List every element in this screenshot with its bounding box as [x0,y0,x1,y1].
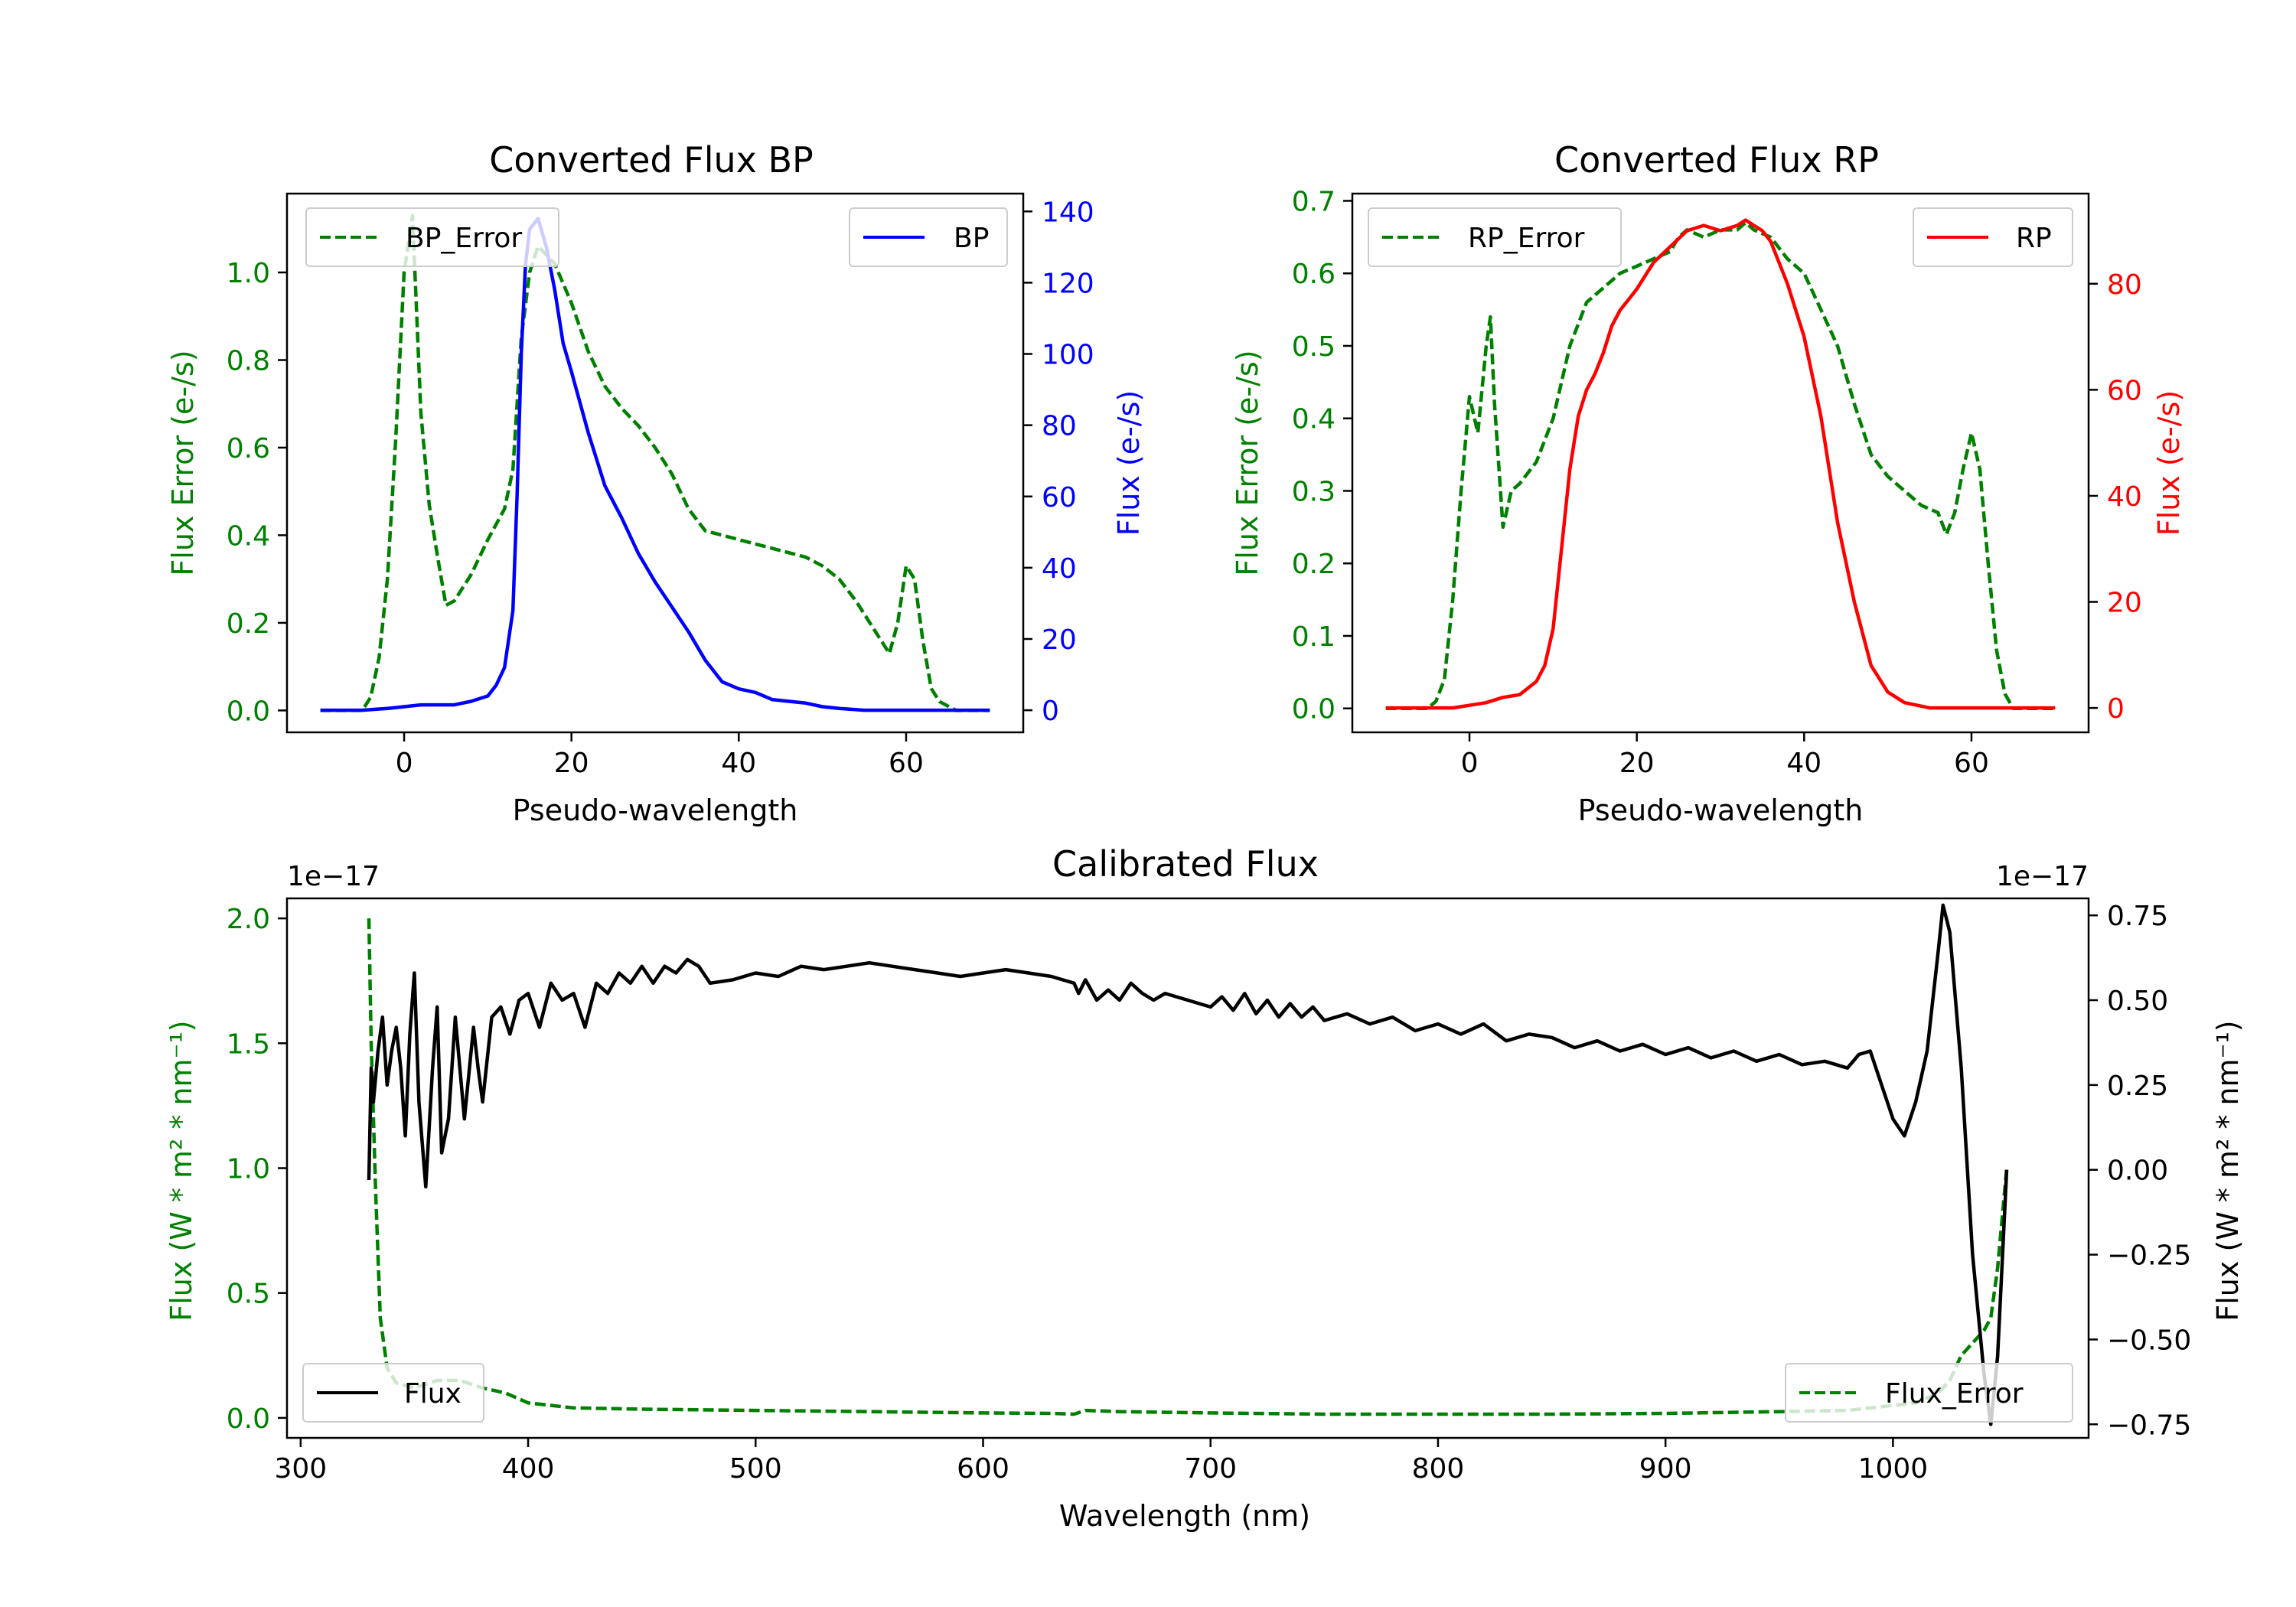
calibrated-xtick-label: 800 [1412,1453,1465,1485]
legend-bp: BP [954,223,989,254]
chart-bp-ylabel-right: Flux (e-/s) [1112,390,1146,536]
legend-rp-error: RP_Error [1468,223,1585,254]
calibrated-ytick-right-label: 0.75 [2107,901,2168,932]
calibrated-ytick-left-label: 0.0 [227,1403,270,1435]
chart-rp-title: Converted Flux RP [1554,139,1879,181]
chart-calibrated-ylabel-left: Flux (W * m² * nm⁻¹) [165,1020,198,1321]
legend-bp-error: BP_Error [406,223,522,254]
rp-ytick-right-label: 0 [2107,693,2125,725]
chart-calibrated: Calibrated Flux 1e−17 1e−17 300 400 500 600… [165,843,2245,1533]
rp-xtick-label: 40 [1786,748,1821,779]
bp-ytick-right-label: 120 [1042,268,1094,299]
calibrated-xtick-label: 400 [502,1453,555,1485]
chart-calibrated-ylabel-right: Flux (W * m² * nm⁻¹) [2211,1020,2245,1321]
chart-bp-title: Converted Flux BP [489,139,814,181]
bp-xtick-label: 0 [396,748,413,779]
bp-series-bp-line [320,217,990,712]
chart-rp-legend-left: RP_Error [1368,207,1622,267]
calibrated-xtick-label: 1000 [1858,1453,1929,1485]
bp-ytick-left-label: 0.0 [227,696,270,727]
legend-rp: RP [2016,223,2052,254]
chart-calibrated-offset-left: 1e−17 [287,861,380,892]
legend-flux: Flux [404,1378,461,1410]
chart-bp-frame [285,192,1025,734]
calibrated-ytick-right-label: −0.50 [2107,1325,2191,1356]
bp-xtick-label: 60 [889,748,924,779]
chart-rp-frame [1351,192,2090,734]
chart-rp: Converted Flux RP 0 20 40 60 0.0 0.1 0.2 0.3 0.4… [1231,139,2186,827]
chart-calibrated-xlabel: Wavelength (nm) [1059,1499,1310,1533]
calibrated-ytick-right-label: 0.25 [2107,1071,2168,1102]
rp-ytick-left-label: 0.2 [1292,549,1336,580]
chart-bp: Converted Flux BP 0 20 40 60 0.0 0.2 0.4 0.6 0.8… [166,139,1146,827]
chart-rp-ylabel-right: Flux (e-/s) [2152,390,2186,536]
rp-ytick-left-label: 0.6 [1292,259,1336,290]
rp-xtick-label: 20 [1619,748,1655,779]
calibrated-xtick-label: 700 [1184,1453,1237,1485]
calibrated-xtick-label: 300 [274,1453,327,1485]
bp-ytick-right-label: 80 [1042,411,1077,442]
bp-series-bp-error-line [320,214,990,712]
rp-ytick-right-label: 20 [2107,588,2142,619]
chart-bp-xlabel: Pseudo-wavelength [513,794,798,827]
bp-ytick-left-label: 0.6 [227,433,270,464]
bp-ytick-right-label: 40 [1042,553,1077,585]
calibrated-ytick-right-label: −0.25 [2107,1240,2191,1272]
chart-bp-legend-right: BP [849,207,1008,267]
chart-calibrated-title: Calibrated Flux [1052,843,1319,885]
chart-bp-ylabel-left: Flux Error (e-/s) [166,350,200,575]
bp-ytick-right-label: 60 [1042,482,1077,513]
rp-ytick-left-label: 0.7 [1292,186,1336,217]
bp-ytick-left-label: 1.0 [227,258,270,289]
calibrated-ytick-left-label: 1.0 [227,1154,270,1185]
rp-ytick-left-label: 0.3 [1292,476,1336,507]
rp-ytick-right-label: 80 [2107,269,2142,301]
bp-ytick-right-label: 0 [1042,696,1059,727]
bp-ytick-right-label: 140 [1042,197,1094,228]
calibrated-xtick-label: 600 [957,1453,1009,1485]
chart-bp-legend-left: BP_Error [305,207,559,267]
calibrated-series-flux-line [367,903,2009,1426]
rp-xtick-label: 60 [1954,748,1989,779]
rp-ytick-left-label: 0.0 [1292,694,1336,725]
chart-calibrated-offset-right: 1e−17 [1996,861,2089,892]
bp-ytick-right-label: 100 [1042,340,1094,371]
calibrated-xtick-label: 500 [729,1453,782,1485]
calibrated-ytick-left-label: 0.5 [227,1279,270,1310]
rp-ytick-right-label: 60 [2107,375,2142,406]
bp-xtick-label: 20 [554,748,589,779]
rp-series-rp-line [1385,218,2056,710]
bp-ytick-right-label: 20 [1042,624,1077,656]
rp-ytick-left-label: 0.5 [1292,331,1336,363]
calibrated-xtick-label: 900 [1639,1453,1692,1485]
chart-calibrated-legend-right: Flux_Error [1785,1363,2073,1423]
rp-xtick-label: 0 [1461,748,1479,779]
bp-ytick-left-label: 0.2 [227,608,270,640]
calibrated-ytick-right-label: −0.75 [2107,1410,2191,1441]
chart-calibrated-legend-left: Flux [302,1363,484,1423]
chart-rp-xlabel: Pseudo-wavelength [1578,794,1864,827]
calibrated-ytick-left-label: 1.5 [227,1028,270,1060]
chart-rp-ylabel-left: Flux Error (e-/s) [1231,350,1264,575]
rp-ytick-right-label: 40 [2107,481,2142,513]
bp-xtick-label: 40 [721,748,756,779]
rp-ytick-left-label: 0.4 [1292,404,1336,435]
chart-calibrated-frame [285,897,2090,1439]
legend-flux-error: Flux_Error [1885,1378,2024,1410]
calibrated-ytick-right-label: 0.00 [2107,1156,2168,1187]
chart-rp-legend-right: RP [1913,207,2073,267]
bp-ytick-left-label: 0.4 [227,520,270,552]
calibrated-ytick-left-label: 2.0 [227,904,270,935]
bp-ytick-left-label: 0.8 [227,345,270,376]
rp-ytick-left-label: 0.1 [1292,621,1336,653]
calibrated-ytick-right-label: 0.50 [2107,986,2168,1017]
